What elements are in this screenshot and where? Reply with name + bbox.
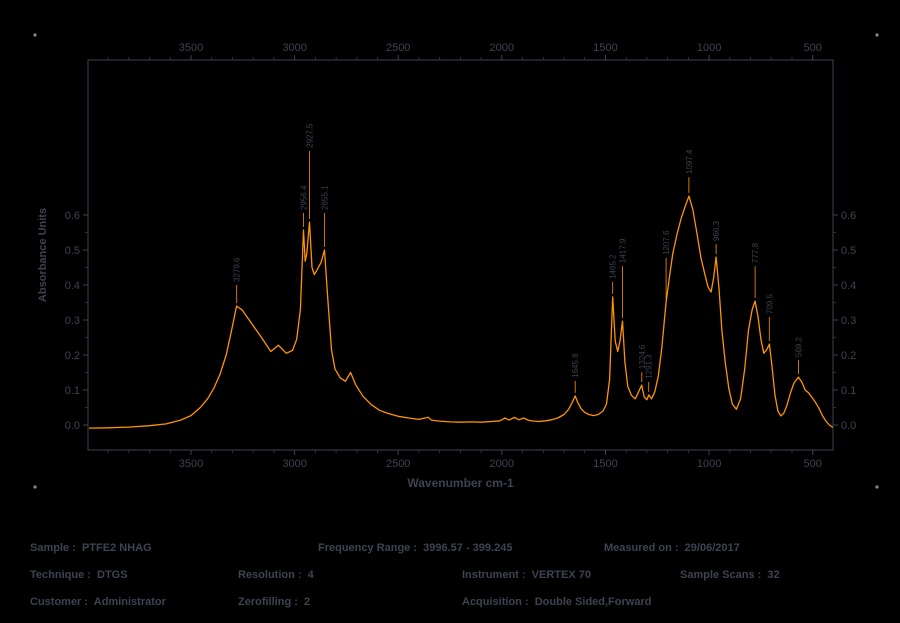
y-tick-label-left: 0.0 <box>65 420 80 432</box>
x-tick-label-bottom: 2000 <box>490 458 514 470</box>
x-tick-label-bottom: 500 <box>804 458 822 470</box>
x-tick-label-bottom: 3000 <box>282 458 306 470</box>
peak-label: 1207.6 <box>662 230 671 255</box>
y-axis-title: Absorbance Units <box>37 208 49 302</box>
peak-label: 1291.3 <box>645 354 654 379</box>
y-tick-label-right: 0.2 <box>841 350 856 362</box>
footer-zerofilling: Zerofilling : 2 <box>238 596 311 608</box>
peak-label: 966.3 <box>712 220 721 241</box>
peak-label: 2927.5 <box>306 123 315 148</box>
corner-registration-mark <box>875 33 879 37</box>
peak-label: 1645.8 <box>571 353 580 378</box>
footer-resolution: Resolution : 4 <box>238 569 314 581</box>
y-tick-label-left: 0.5 <box>65 245 80 257</box>
y-tick-label-left: 0.1 <box>65 385 80 397</box>
peak-label: 1465.2 <box>609 254 618 279</box>
footer-measured-on: Measured on : 29/06/2017 <box>604 542 740 554</box>
y-tick-label-right: 0.3 <box>841 315 856 327</box>
peak-label: 569.2 <box>794 337 803 358</box>
x-tick-label-top: 1500 <box>593 42 617 54</box>
x-tick-label-top: 3000 <box>282 42 306 54</box>
x-tick-label-top: 3500 <box>179 42 203 54</box>
plot-frame <box>87 59 834 451</box>
y-tick-label-right: 0.1 <box>841 385 856 397</box>
footer-technique: Technique : DTGS <box>30 569 128 581</box>
footer-instrument: Instrument : VERTEX 70 <box>462 569 591 581</box>
spectrum-curve <box>88 195 834 429</box>
peak-label: 3279.6 <box>233 257 242 282</box>
peak-label: 1097.4 <box>685 149 694 174</box>
x-axis-title: Wavenumber cm-1 <box>407 476 514 490</box>
y-tick-label-left: 0.2 <box>65 350 80 362</box>
x-tick-label-bottom: 3500 <box>179 458 203 470</box>
x-tick-label-bottom: 2500 <box>386 458 410 470</box>
x-tick-label-bottom: 1500 <box>593 458 617 470</box>
corner-registration-mark <box>33 33 37 37</box>
y-tick-label-left: 0.6 <box>65 210 80 222</box>
footer-acquisition: Acquisition : Double Sided,Forward <box>462 596 652 608</box>
y-tick-label-right: 0.4 <box>841 280 856 292</box>
y-tick-label-right: 0.0 <box>841 420 856 432</box>
peak-label: 1324.6 <box>638 344 647 369</box>
x-tick-label-bottom: 1000 <box>697 458 721 470</box>
peak-label: 2956.4 <box>300 185 309 210</box>
corner-registration-mark <box>33 485 37 489</box>
footer-frequency-range: Frequency Range : 3996.57 - 399.245 <box>318 542 513 554</box>
peak-label: 709.5 <box>765 294 774 315</box>
y-tick-label-right: 0.5 <box>841 245 856 257</box>
y-tick-label-right: 0.6 <box>841 210 856 222</box>
x-tick-label-top: 2000 <box>490 42 514 54</box>
spectrum-chart: 3500 3500 3000 3000 2500 2500 2000 2000 1500 1500… <box>33 33 879 490</box>
peak-label: 777.8 <box>751 243 760 264</box>
peak-label: 1417.9 <box>619 238 628 263</box>
footer-sample-scans: Sample Scans : 32 <box>680 569 780 581</box>
footer-sample: Sample : PTFE2 NHAG <box>30 542 152 554</box>
x-tick-label-top: 2500 <box>386 42 410 54</box>
y-tick-label-left: 0.4 <box>65 280 80 292</box>
peak-label: 2855.1 <box>321 185 330 210</box>
x-tick-label-top: 500 <box>804 42 822 54</box>
y-tick-label-left: 0.3 <box>65 315 80 327</box>
corner-registration-mark <box>875 485 879 489</box>
x-tick-label-top: 1000 <box>697 42 721 54</box>
footer-customer: Customer : Administrator <box>30 596 166 608</box>
